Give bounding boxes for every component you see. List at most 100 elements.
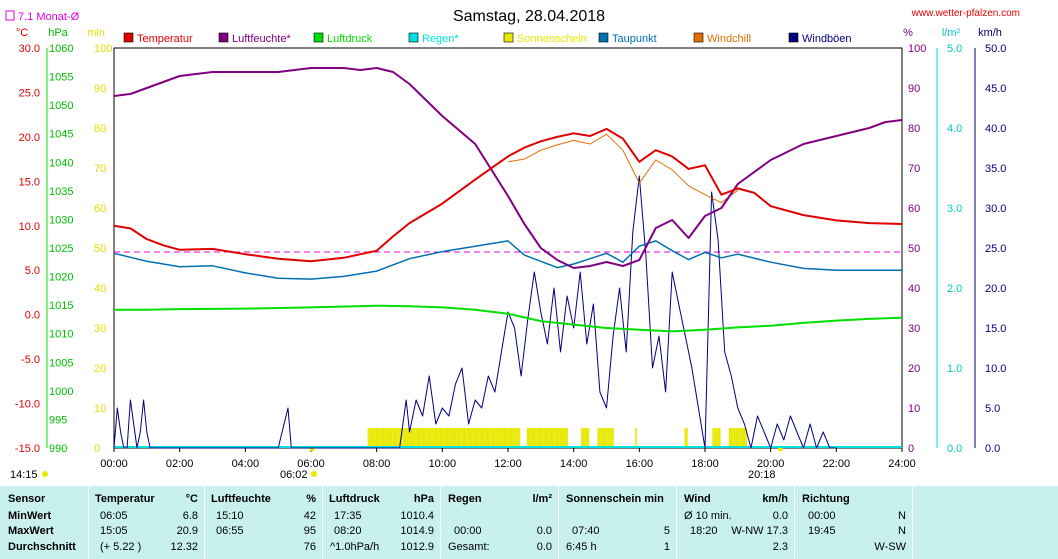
pressure-max-value: 1014.9 (400, 525, 434, 537)
temperature-min-time: 06:05 (100, 510, 128, 522)
humidity-min-time: 15:10 (216, 510, 244, 522)
legend-label: Sonnenschein (517, 33, 587, 45)
time-tick: 08:00 (363, 458, 391, 470)
humidity-unit-label: % (903, 27, 913, 39)
daylength-sun-icon (42, 471, 48, 477)
humidity-tick: 60 (908, 203, 920, 215)
temperature-column: Temperatur °C 06:05 6.8 15:05 20.9 (+ 5.… (88, 486, 205, 559)
monthly-avg-label: 7.1 Monat-Ø (18, 11, 80, 23)
legend-swatch (123, 32, 134, 43)
pressure-tick: 990 (49, 443, 67, 455)
rain-unit-label: l/m² (942, 27, 961, 39)
time-tick: 06:00 (297, 458, 325, 470)
sunrise-label: 06:02 (280, 469, 308, 481)
humidity-tick: 10 (908, 403, 920, 415)
rain-tick: 4.0 (947, 123, 962, 135)
pressure-tick: 1040 (49, 157, 73, 169)
sunshine-avg-value: 1 (663, 541, 670, 553)
legend-swatch (598, 32, 609, 43)
sunshine-total-hours: 6:45 h (566, 541, 597, 553)
wind-tick: 30.0 (985, 203, 1006, 215)
humidity-tick: 80 (908, 123, 920, 135)
monthly-avg-icon (5, 10, 15, 21)
pressure-max-time: 08:20 (334, 525, 362, 537)
pressure-tick: 1030 (49, 214, 73, 226)
row-label-min: MinWert (8, 510, 52, 522)
pressure-column: Luftdruck hPa 17:35 1010.4 08:20 1014.9 … (322, 486, 441, 559)
sunshine-tick: 60 (94, 203, 106, 215)
temperature-avg-value: 12.32 (170, 541, 198, 553)
wind-max-value: W-NW 17.3 (731, 525, 788, 537)
humidity-tick: 100 (908, 43, 926, 55)
daylength-label: 14:15 (10, 469, 38, 481)
legend-label: Temperatur (137, 33, 193, 45)
rain-tick: 3.0 (947, 203, 962, 215)
pressure-tick: 1060 (49, 43, 73, 55)
direction-row2-time: 19:45 (808, 525, 836, 537)
pressure-avg-value: 1012.9 (400, 541, 434, 553)
time-tick: 24:00 (888, 458, 916, 470)
website-label: www.wetter-pfalzen.com (911, 8, 1020, 19)
pressure-tick: 1025 (49, 243, 73, 255)
temp-tick: 25.0 (19, 87, 40, 99)
humidity-tick: 50 (908, 243, 920, 255)
time-tick: 20:00 (757, 458, 785, 470)
rain-total-label: Gesamt: (448, 541, 490, 553)
wind-tick: 40.0 (985, 123, 1006, 135)
rain-tick: 1.0 (947, 363, 962, 375)
weather-chart: Samstag, 28.04.2018 www.wetter-pfalzen.co… (5, 8, 1020, 481)
time-tick: 00:00 (100, 458, 128, 470)
sunshine-column: Sonnenschein min 07:40 5 6:45 h 1 (558, 486, 677, 559)
sunshine-tick: 80 (94, 123, 106, 135)
time-tick: 02:00 (166, 458, 194, 470)
pressure-unit-label: hPa (48, 27, 68, 39)
legend-swatch (788, 32, 799, 43)
legend-swatch (503, 32, 514, 43)
wind-tick: 25.0 (985, 243, 1006, 255)
temp-tick: 5.0 (25, 265, 40, 277)
sunshine-max-value: 5 (663, 525, 670, 537)
humidity-column: Luftfeuchte % 15:10 42 06:55 95 76 (204, 486, 323, 559)
temp-tick: -10.0 (15, 399, 40, 411)
temp-tick: 10.0 (19, 221, 40, 233)
rain-header: Regen (448, 493, 482, 505)
temperature-unit: °C (185, 493, 198, 505)
direction-header: Richtung (802, 493, 850, 505)
humidity-min-value: 42 (303, 510, 316, 522)
pressure-tick: 1045 (49, 129, 73, 141)
temp-tick: -5.0 (21, 354, 40, 366)
series-line-temperatur (113, 127, 903, 263)
rain-tick: 5.0 (947, 43, 962, 55)
sunshine-tick: 40 (94, 283, 106, 295)
pressure-tick: 995 (49, 414, 67, 426)
wind-tick: 50.0 (985, 43, 1006, 55)
sunshine-tick: 50 (94, 243, 106, 255)
pressure-tick: 1035 (49, 186, 73, 198)
pressure-min-value: 1010.4 (400, 510, 434, 522)
pressure-tick: 1010 (49, 329, 73, 341)
series-line-luftfeuchte (113, 67, 903, 269)
rain-max-value: 0.0 (536, 525, 552, 537)
wind-max-time: 18:20 (690, 525, 718, 537)
legend-swatch (408, 32, 419, 43)
wind-unit: km/h (762, 493, 788, 505)
humidity-tick: 30 (908, 323, 920, 335)
temperature-avg-delta: (+ 5.22 ) (100, 541, 142, 553)
wind-tick: 45.0 (985, 83, 1006, 95)
temp-tick: 30.0 (19, 43, 40, 55)
wind-avg10-value: 0.0 (772, 510, 788, 522)
sensor-header: Sensor (8, 493, 46, 505)
humidity-unit: % (306, 493, 316, 505)
temp-tick: 20.0 (19, 132, 40, 144)
pressure-header: Luftdruck (329, 493, 380, 505)
direction-column: Richtung 00:00 N 19:45 N W-SW (794, 486, 913, 559)
temperature-max-time: 15:05 (100, 525, 128, 537)
pressure-tick: 1015 (49, 300, 73, 312)
legend-label: Taupunkt (612, 33, 657, 45)
humidity-avg-value: 76 (303, 541, 316, 553)
legend-swatch (313, 32, 324, 43)
humidity-tick: 0 (908, 443, 914, 455)
legend-swatch (693, 32, 704, 43)
humidity-max-time: 06:55 (216, 525, 244, 537)
legend-label: Luftfeuchte* (232, 33, 291, 45)
